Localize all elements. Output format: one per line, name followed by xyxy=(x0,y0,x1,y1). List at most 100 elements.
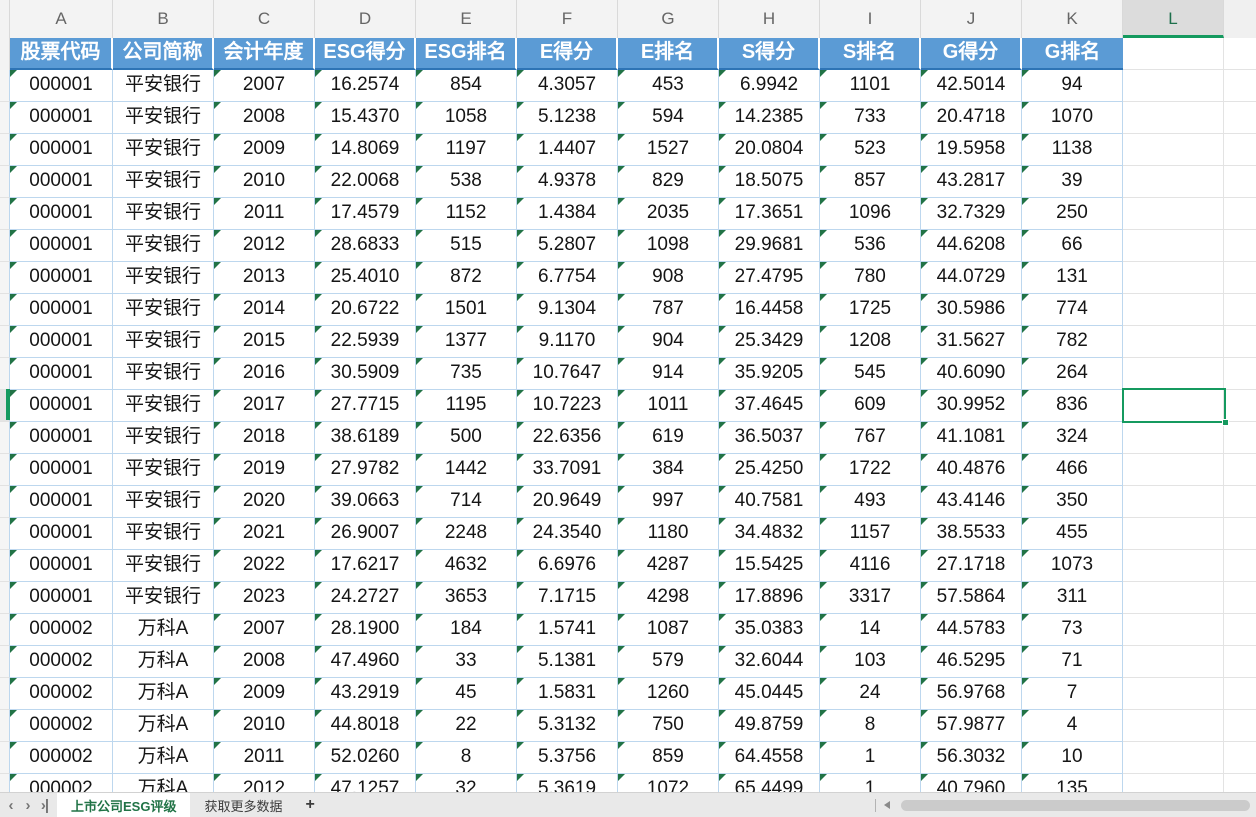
cell[interactable]: 135 xyxy=(1022,774,1123,792)
cell[interactable]: 908 xyxy=(618,262,719,294)
cell[interactable]: 2021 xyxy=(214,518,315,550)
cell[interactable]: 1.4384 xyxy=(517,198,618,230)
cell[interactable]: 30.9952 xyxy=(921,390,1022,422)
cell[interactable]: 平安银行 xyxy=(113,198,214,230)
cell[interactable]: 2012 xyxy=(214,774,315,792)
cell[interactable]: 46.5295 xyxy=(921,646,1022,678)
cell[interactable]: 782 xyxy=(1022,326,1123,358)
cell[interactable]: 787 xyxy=(618,294,719,326)
cell[interactable]: 2248 xyxy=(416,518,517,550)
cell[interactable]: 43.4146 xyxy=(921,486,1022,518)
cell[interactable]: 000002 xyxy=(10,710,113,742)
cell[interactable]: 20.4718 xyxy=(921,102,1022,134)
cell[interactable]: 000001 xyxy=(10,134,113,166)
cell[interactable]: 22.6356 xyxy=(517,422,618,454)
cell[interactable] xyxy=(1123,358,1224,390)
cell[interactable]: 1260 xyxy=(618,678,719,710)
cell[interactable]: 000001 xyxy=(10,454,113,486)
cell[interactable]: 523 xyxy=(820,134,921,166)
cell[interactable]: 44.0729 xyxy=(921,262,1022,294)
cell[interactable]: 6.7754 xyxy=(517,262,618,294)
row-header-sliver[interactable] xyxy=(0,230,10,262)
cell[interactable]: 35.9205 xyxy=(719,358,820,390)
cell[interactable]: 2008 xyxy=(214,102,315,134)
cell[interactable]: 829 xyxy=(618,166,719,198)
column-header-c[interactable]: C xyxy=(214,0,315,38)
cell[interactable]: 8 xyxy=(416,742,517,774)
cell[interactable]: 131 xyxy=(1022,262,1123,294)
cell[interactable]: 14.8069 xyxy=(315,134,416,166)
cell[interactable]: 40.6090 xyxy=(921,358,1022,390)
cell[interactable]: 000001 xyxy=(10,262,113,294)
cell[interactable]: 872 xyxy=(416,262,517,294)
cell[interactable] xyxy=(1224,390,1256,422)
cell[interactable]: 3653 xyxy=(416,582,517,614)
cell[interactable]: 29.9681 xyxy=(719,230,820,262)
cell[interactable]: 619 xyxy=(618,422,719,454)
cell[interactable]: 579 xyxy=(618,646,719,678)
cell[interactable]: 57.9877 xyxy=(921,710,1022,742)
column-header-e[interactable]: E xyxy=(416,0,517,38)
cell[interactable]: 2018 xyxy=(214,422,315,454)
cell[interactable]: 38.6189 xyxy=(315,422,416,454)
cell[interactable]: 平安银行 xyxy=(113,326,214,358)
cell[interactable]: 000001 xyxy=(10,166,113,198)
cell[interactable]: 914 xyxy=(618,358,719,390)
cell[interactable]: 854 xyxy=(416,70,517,102)
table-header-cell[interactable]: S得分 xyxy=(719,38,820,70)
column-header-d[interactable]: D xyxy=(315,0,416,38)
cell[interactable]: 34.4832 xyxy=(719,518,820,550)
cell[interactable]: 27.7715 xyxy=(315,390,416,422)
column-header-i[interactable]: I xyxy=(820,0,921,38)
cell[interactable]: 1208 xyxy=(820,326,921,358)
row-header-strip-corner[interactable] xyxy=(0,0,10,38)
cell[interactable]: 1501 xyxy=(416,294,517,326)
cell[interactable]: 8 xyxy=(820,710,921,742)
cell[interactable]: 44.8018 xyxy=(315,710,416,742)
cell[interactable]: 000001 xyxy=(10,70,113,102)
cell[interactable]: 1072 xyxy=(618,774,719,792)
cell[interactable]: 4 xyxy=(1022,710,1123,742)
cell[interactable]: 1377 xyxy=(416,326,517,358)
cell[interactable]: 14.2385 xyxy=(719,102,820,134)
table-header-cell[interactable]: G排名 xyxy=(1022,38,1123,70)
cell[interactable]: 2008 xyxy=(214,646,315,678)
table-header-cell[interactable]: E排名 xyxy=(618,38,719,70)
cell[interactable]: 44.6208 xyxy=(921,230,1022,262)
cell[interactable]: 000001 xyxy=(10,550,113,582)
cell[interactable]: 45 xyxy=(416,678,517,710)
cell[interactable] xyxy=(1123,102,1224,134)
cell[interactable]: 1058 xyxy=(416,102,517,134)
cell[interactable]: 000001 xyxy=(10,390,113,422)
row-header-sliver[interactable] xyxy=(0,294,10,326)
cell[interactable] xyxy=(1123,422,1224,454)
row-header-sliver[interactable] xyxy=(0,518,10,550)
cell[interactable]: 2035 xyxy=(618,198,719,230)
cell[interactable]: 1087 xyxy=(618,614,719,646)
cell[interactable]: 5.3132 xyxy=(517,710,618,742)
cell[interactable]: 24 xyxy=(820,678,921,710)
cell[interactable] xyxy=(1123,294,1224,326)
cell[interactable]: 20.0804 xyxy=(719,134,820,166)
cell[interactable]: 22.0068 xyxy=(315,166,416,198)
cell[interactable]: 515 xyxy=(416,230,517,262)
cell[interactable]: 1101 xyxy=(820,70,921,102)
cell[interactable]: 平安银行 xyxy=(113,166,214,198)
row-header-sliver[interactable] xyxy=(0,646,10,678)
table-header-cell[interactable]: 公司简称 xyxy=(113,38,214,70)
cell[interactable]: 10 xyxy=(1022,742,1123,774)
cell[interactable]: 6.9942 xyxy=(719,70,820,102)
cell[interactable]: 780 xyxy=(820,262,921,294)
cell[interactable]: 33.7091 xyxy=(517,454,618,486)
cell[interactable]: 2017 xyxy=(214,390,315,422)
cell[interactable]: 28.1900 xyxy=(315,614,416,646)
cell[interactable]: 万科A xyxy=(113,774,214,792)
cell[interactable]: 平安银行 xyxy=(113,70,214,102)
cell[interactable]: 2019 xyxy=(214,454,315,486)
cell[interactable]: 350 xyxy=(1022,486,1123,518)
cell[interactable]: 4.3057 xyxy=(517,70,618,102)
cell[interactable]: 26.9007 xyxy=(315,518,416,550)
cell[interactable]: 万科A xyxy=(113,710,214,742)
cell[interactable]: 41.1081 xyxy=(921,422,1022,454)
column-header-l[interactable]: L xyxy=(1123,0,1224,38)
